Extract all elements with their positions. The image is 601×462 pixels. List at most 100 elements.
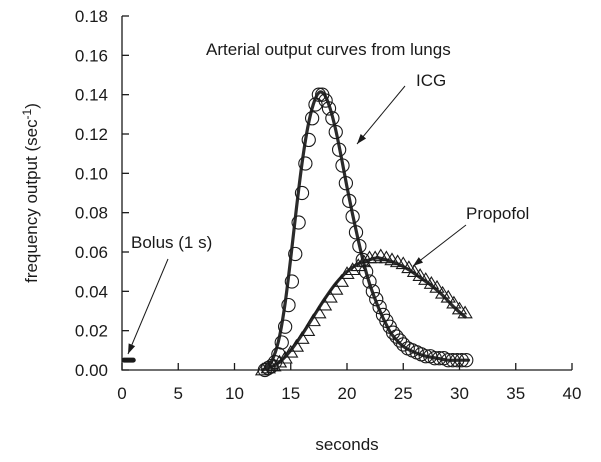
annotation-icg: ICG [416, 71, 446, 90]
data-point-propofol [294, 331, 310, 344]
data-point-icg [427, 351, 442, 366]
x-axis-label: seconds [315, 435, 378, 454]
x-tick-label: 35 [506, 384, 525, 403]
data-point-icg [284, 274, 300, 289]
y-tick-label: 0.08 [75, 204, 108, 223]
data-point-propofol [423, 275, 440, 289]
data-markers [254, 87, 474, 378]
data-point-icg [345, 209, 360, 224]
x-tick-label: 0 [117, 384, 126, 403]
arrow-icg-line [356, 85, 406, 145]
arrow-bolus-line [127, 258, 169, 355]
data-point-propofol [260, 360, 276, 374]
data-point-propofol [299, 323, 316, 337]
data-point-icg [325, 111, 340, 126]
arrow-icg-head [357, 134, 367, 144]
data-point-propofol [356, 254, 372, 268]
data-point-icg [308, 97, 323, 112]
x-tick-label: 40 [563, 384, 582, 403]
data-point-icg [372, 299, 387, 315]
y-tick-label: 0.06 [75, 243, 108, 262]
data-point-propofol [440, 289, 456, 303]
data-point-propofol [344, 262, 361, 276]
data-point-icg [338, 176, 354, 191]
data-point-propofol [305, 313, 321, 327]
data-point-icg [321, 101, 337, 116]
y-tick-label: 0.02 [75, 322, 108, 341]
data-point-icg [291, 215, 306, 230]
data-point-propofol [316, 297, 333, 311]
data-point-icg [304, 111, 320, 126]
data-point-icg [342, 193, 357, 209]
data-point-icg [335, 158, 350, 173]
data-point-icg [450, 353, 465, 368]
data-point-icg [318, 93, 333, 108]
chart-title: Arterial output curves from lungs [206, 40, 451, 59]
data-point-icg [301, 132, 316, 148]
data-point-propofol [451, 301, 468, 315]
y-tick-label: 0.16 [75, 46, 108, 65]
data-point-propofol [367, 250, 383, 264]
data-point-icg [362, 274, 377, 289]
x-tick-label: 15 [281, 384, 300, 403]
x-tick-label: 20 [338, 384, 357, 403]
data-point-icg [348, 225, 364, 240]
data-point-propofol [401, 260, 417, 274]
data-point-propofol [311, 305, 327, 319]
annotation-bolus: Bolus (1 s) [131, 233, 212, 252]
data-point-propofol [395, 256, 411, 270]
data-point-propofol [339, 266, 355, 279]
arrow-propofol-head [413, 257, 424, 266]
data-point-icg [392, 333, 408, 348]
data-point-propofol [446, 295, 462, 309]
y-tick-label: 0.10 [75, 164, 108, 183]
data-point-icg [358, 264, 374, 279]
arrow-propofol-line [412, 224, 467, 267]
data-point-icg [298, 156, 313, 171]
data-point-propofol [254, 362, 271, 376]
x-tick-label: 10 [225, 384, 244, 403]
x-tick-label: 25 [394, 384, 413, 403]
data-point-propofol [418, 272, 434, 285]
data-point-propofol [429, 279, 445, 293]
data-point-propofol [266, 358, 282, 372]
y-axis-label-superscript: -1 [20, 108, 34, 119]
data-point-propofol [457, 305, 473, 319]
data-point-propofol [434, 285, 451, 299]
data-point-icg [288, 246, 303, 262]
data-point-icg [294, 185, 310, 201]
x-tick-label: 5 [174, 384, 183, 403]
data-point-icg [459, 353, 474, 368]
data-point-icg [418, 349, 433, 364]
data-point-icg [432, 351, 447, 366]
data-point-icg [331, 142, 347, 157]
data-point-icg [281, 297, 296, 313]
data-point-propofol [322, 289, 338, 303]
y-axis-label: frequency output (sec-1) [20, 103, 41, 283]
data-point-icg [274, 335, 289, 350]
y-tick-label: 0.18 [75, 7, 108, 26]
ticks: 0 5 10 15 20 25 30 35 40 0.00 0.02 0.04 0.06 0.08 0.10… [75, 7, 582, 403]
data-point-icg [328, 124, 343, 140]
data-point-icg [352, 238, 367, 254]
data-point-propofol [288, 338, 305, 352]
annotation-propofol: Propofol [466, 204, 529, 223]
data-point-propofol [406, 264, 423, 278]
y-tick-label: 0.12 [75, 125, 108, 144]
data-point-icg [365, 284, 381, 299]
y-tick-label: 0.14 [75, 86, 108, 105]
annotations: Arterial output curves from lungs ICG Pr… [131, 40, 529, 252]
y-axis-label-main: frequency output (sec [22, 119, 41, 283]
y-tick-label: 0.00 [75, 361, 108, 380]
data-point-propofol [333, 274, 350, 287]
data-point-icg [454, 353, 469, 368]
data-point-propofol [328, 281, 344, 295]
data-point-icg [369, 292, 384, 307]
data-point-icg [277, 319, 293, 334]
data-point-propofol [350, 258, 366, 272]
x-tick-label: 30 [450, 384, 469, 403]
bolus-mark-group [121, 85, 467, 363]
data-point-propofol [271, 354, 288, 368]
data-point-propofol [412, 268, 428, 281]
